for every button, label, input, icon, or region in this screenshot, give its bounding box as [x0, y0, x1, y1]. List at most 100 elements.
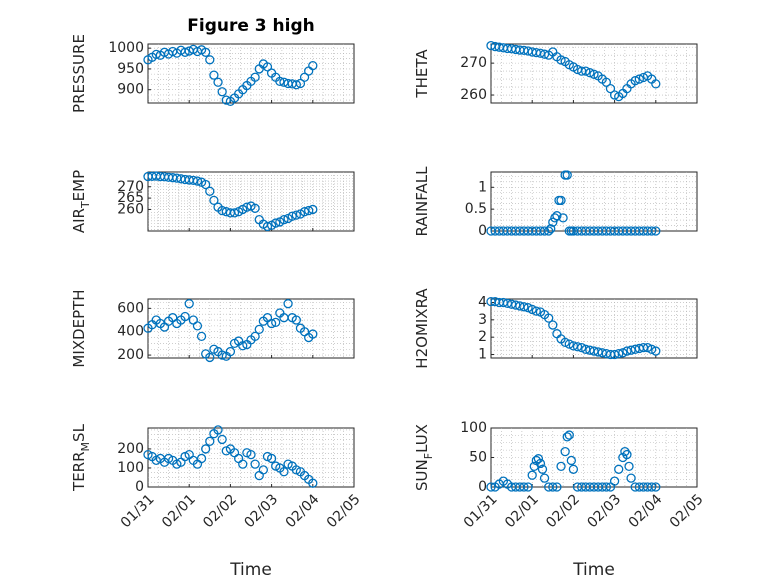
- data-point: [519, 302, 529, 312]
- y-tick-label: 400: [117, 324, 144, 340]
- y-tick-label: 1: [478, 347, 487, 363]
- x-tick-label: 02/05: [667, 491, 707, 531]
- data-point: [217, 434, 227, 445]
- data-point: [564, 339, 574, 349]
- x-tick-label: 01/31: [118, 491, 158, 531]
- data-point: [238, 459, 248, 469]
- x-tick-label: 02/02: [200, 491, 240, 531]
- x-axis-label-left: Time: [229, 560, 272, 580]
- data-point: [548, 482, 558, 492]
- data-point: [539, 49, 550, 59]
- y-axis-label: PRESSURE: [70, 34, 88, 113]
- data-point: [151, 49, 161, 60]
- data-point: [201, 47, 211, 57]
- data-point: [556, 461, 566, 472]
- data-point: [568, 464, 579, 474]
- data-point: [262, 221, 273, 232]
- data-point: [566, 455, 576, 466]
- data-point: [262, 62, 273, 72]
- data-point: [238, 341, 248, 351]
- data-point: [558, 213, 568, 223]
- data-point: [533, 454, 544, 464]
- data-point: [618, 348, 628, 358]
- data-point: [299, 207, 310, 217]
- data-point: [291, 315, 301, 325]
- data-point: [275, 76, 285, 87]
- subplot-1: 900 950 1000 PRESSURE: [70, 34, 355, 113]
- data-point: [548, 320, 558, 330]
- data-point: [196, 453, 207, 464]
- y-tick-label: 2: [478, 329, 487, 345]
- data-point: [266, 453, 277, 464]
- x-tick-label: 02/04: [626, 491, 666, 531]
- axes-frame: [147, 43, 355, 104]
- x-tick-label: 02/02: [543, 491, 583, 531]
- data-point: [205, 352, 215, 363]
- data-point: [209, 70, 219, 80]
- data-point: [291, 80, 301, 90]
- data-point: [523, 482, 533, 492]
- data-point: [180, 47, 190, 57]
- data-point: [527, 470, 537, 480]
- x-tick-label: 02/01: [502, 491, 542, 531]
- data-point: [519, 482, 529, 492]
- data-point: [250, 72, 260, 82]
- y-tick-label: 4: [478, 294, 487, 310]
- y-axis-label: TERRMSL: [70, 423, 92, 492]
- y-axis-label: MIXDEPTH: [70, 289, 88, 367]
- data-point: [544, 226, 554, 236]
- y-tick-label: 260: [460, 87, 487, 103]
- y-tick-label: 50: [469, 450, 487, 466]
- data-point: [217, 87, 227, 97]
- y-tick-label: 100: [117, 460, 144, 476]
- y-tick-label: 100: [460, 420, 487, 436]
- data-point: [560, 337, 570, 348]
- data-point: [299, 72, 310, 82]
- data-point: [601, 77, 612, 87]
- data-point: [556, 195, 566, 206]
- data-point: [279, 215, 289, 225]
- data-point: [308, 60, 318, 71]
- data-point: [651, 79, 661, 89]
- data-point: [647, 226, 657, 236]
- data-point: [614, 464, 624, 474]
- data-point: [556, 55, 566, 65]
- data-point: [539, 473, 550, 483]
- y-tick-label: 0.5: [465, 201, 487, 217]
- y-axis-label: SUNFLUX: [413, 424, 435, 491]
- data-point: [552, 211, 562, 221]
- x-tick-label: 02/03: [241, 491, 281, 531]
- data-point: [651, 226, 661, 236]
- data-point: [308, 329, 318, 339]
- data-point: [254, 324, 264, 335]
- x-tick-label: 02/05: [324, 491, 364, 531]
- data-point: [258, 465, 269, 475]
- data-point: [544, 313, 554, 323]
- data-point: [523, 303, 533, 313]
- data-point: [585, 68, 595, 78]
- data-point: [205, 436, 215, 446]
- data-point: [601, 482, 612, 492]
- y-tick-label: 200: [117, 347, 144, 363]
- data-point: [651, 482, 661, 492]
- subplot-6: 1 23 4 H2OMIXRA: [413, 288, 698, 369]
- data-point: [572, 342, 583, 352]
- data-point: [217, 350, 227, 360]
- data-point: [642, 342, 653, 353]
- data-point: [562, 432, 572, 442]
- y-tick-label: 260: [117, 201, 144, 217]
- x-tick-label: 02/04: [283, 491, 323, 531]
- data-point: [192, 176, 203, 186]
- data-point: [196, 331, 207, 342]
- data-point: [564, 430, 574, 440]
- y-tick-label: 0: [478, 223, 487, 239]
- data-point: [562, 170, 572, 180]
- subplot-7: 0 100 200 01/31 02/01 02/02 02/03 02/04 02/05 TER…: [70, 423, 364, 531]
- data-point: [527, 304, 537, 315]
- x-axis-label-right: Time: [572, 560, 615, 580]
- data-point: [271, 218, 281, 228]
- data-point: [213, 77, 223, 87]
- y-tick-label: 200: [117, 441, 144, 457]
- data-point: [535, 48, 546, 58]
